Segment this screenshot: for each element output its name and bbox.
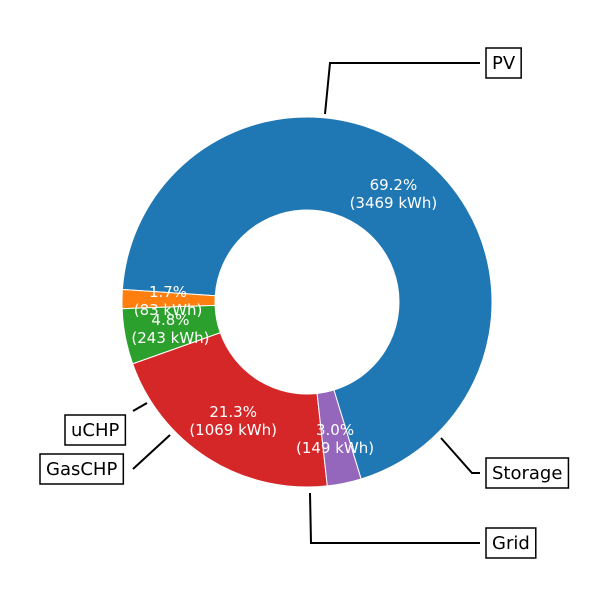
callouts: PV uCHP GasCHP Grid Storage: [39, 47, 570, 559]
wedge-percent-uchp: 1.7%: [149, 283, 187, 301]
legend-rect-storage: [485, 457, 570, 489]
wedge-kwh-storage: (149 kWh): [296, 439, 374, 457]
wedges: [121, 116, 493, 488]
legend-box-storage: Storage: [485, 457, 570, 489]
legend-label-gaschp: GasCHP: [46, 459, 117, 480]
wedge-percent-gaschp: 4.8%: [151, 311, 189, 329]
legend-box-grid: Grid: [485, 527, 537, 559]
wedge-pv: [121, 116, 493, 480]
leader-line-pv: [324, 62, 480, 115]
wedge-kwh-pv: (3469 kWh): [350, 194, 438, 212]
wedge-label-gaschp: 4.8% (243 kWh): [131, 311, 209, 347]
wedge-label-pv: 69.2% (3469 kWh): [350, 176, 438, 212]
wedge-percent-grid: 21.3%: [209, 403, 257, 421]
wedge-kwh-uchp: (83 kWh): [134, 301, 203, 319]
wedge-kwh-grid: (1069 kWh): [189, 421, 277, 439]
legend-rect-uchp: [64, 414, 127, 446]
wedge-percent-storage: 3.0%: [316, 421, 354, 439]
legend-box-gaschp: GasCHP: [39, 453, 125, 485]
wedge-label-grid: 21.3% (1069 kWh): [189, 403, 277, 439]
legend-rect-gaschp: [39, 453, 125, 485]
leader-line-uchp: [132, 402, 148, 412]
legend-label-grid: Grid: [492, 533, 530, 554]
legend-label-pv: PV: [492, 53, 516, 74]
legend-rect-pv: [485, 47, 522, 79]
wedge-label-storage: 3.0% (149 kWh): [296, 421, 374, 457]
legend-box-uchp: uCHP: [64, 414, 127, 446]
wedge-kwh-gaschp: (243 kWh): [131, 329, 209, 347]
wedge-storage: [316, 389, 362, 487]
legend-rect-grid: [485, 527, 537, 559]
wedge-grid: [132, 332, 328, 488]
legend-label-uchp: uCHP: [71, 420, 120, 441]
leader-line-gaschp: [132, 434, 171, 470]
leader-line-storage: [440, 437, 480, 474]
wedge-percent-pv: 69.2%: [370, 176, 418, 194]
wedge-label-uchp: 1.7% (83 kWh): [134, 283, 203, 319]
legend-label-storage: Storage: [492, 463, 562, 484]
legend-box-pv: PV: [485, 47, 522, 79]
leader-line-grid: [309, 492, 480, 544]
wedge-labels: 69.2% (3469 kWh) 1.7% (83 kWh)4.8% (243 kWh)…: [131, 176, 437, 457]
